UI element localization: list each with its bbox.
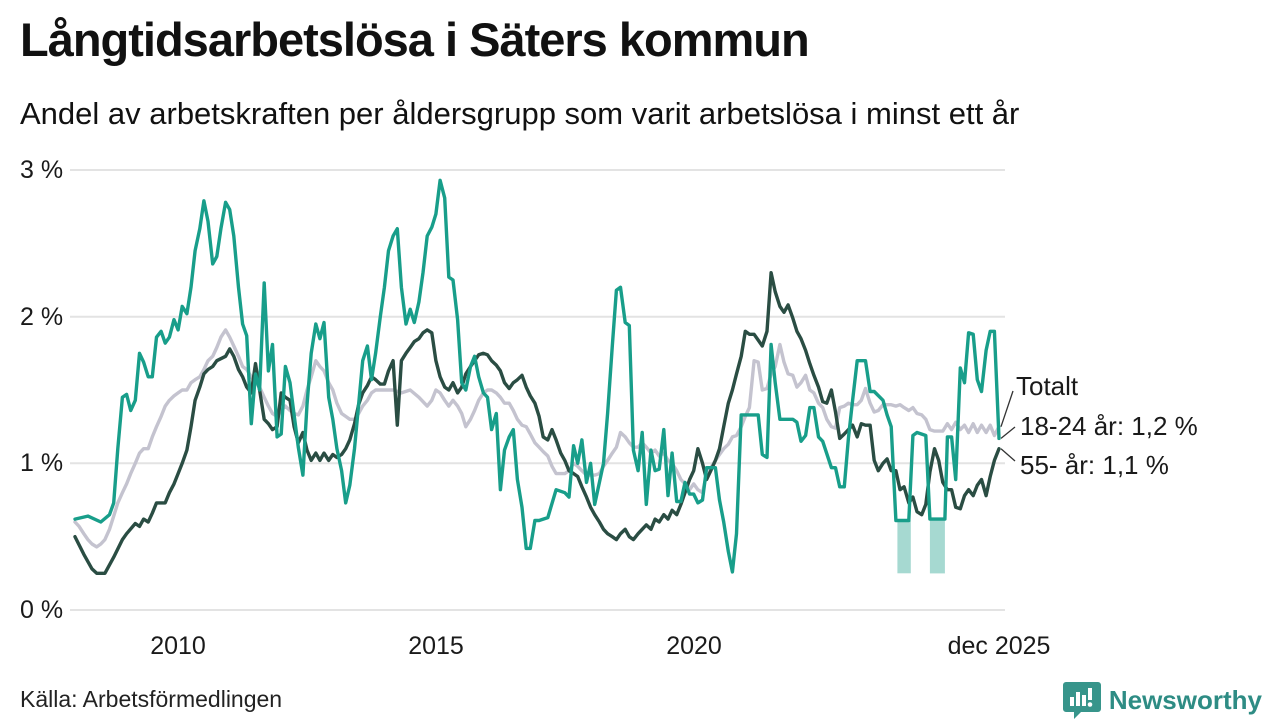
series-label-55-plus: 55- år: 1,1 %: [1020, 450, 1169, 480]
uncertainty-bar-2: [929, 519, 945, 574]
x-tick-2015: 2015: [408, 632, 464, 660]
y-tick-3: 3 %: [20, 156, 64, 184]
x-tick-2010: 2010: [150, 632, 206, 660]
label-leader-line: [1000, 448, 1016, 462]
uncertainty-bar-1: [897, 520, 911, 574]
newsworthy-brand: Newsworthy: [1062, 680, 1262, 720]
x-tick-2020: 2020: [666, 632, 722, 660]
label-leader-line: [1000, 390, 1014, 427]
label-leader-line: [1000, 426, 1016, 439]
page-title: Långtidsarbetslösa i Säters kommun: [20, 13, 810, 66]
newsworthy-brand-text: Newsworthy: [1108, 684, 1262, 715]
y-tick-2: 2 %: [20, 303, 64, 331]
source-note: Källa: Arbetsförmedlingen: [20, 686, 283, 712]
series-line-teal: [73, 178, 1001, 574]
y-tick-1: 1 %: [20, 449, 64, 477]
x-tick-dec-2025: dec 2025: [947, 632, 1051, 660]
series-line-dark_green: [73, 271, 1001, 575]
y-tick-0: 0 %: [20, 596, 64, 624]
series-label-totalt: Totalt: [1016, 371, 1079, 401]
newsworthy-logo-icon: [1062, 682, 1101, 719]
series-label-18-24: 18-24 år: 1,2 %: [1020, 411, 1198, 441]
series-line-gray: [73, 328, 1001, 549]
chart-subtitle: Andel av arbetskraften per åldersgrupp s…: [20, 96, 1020, 131]
